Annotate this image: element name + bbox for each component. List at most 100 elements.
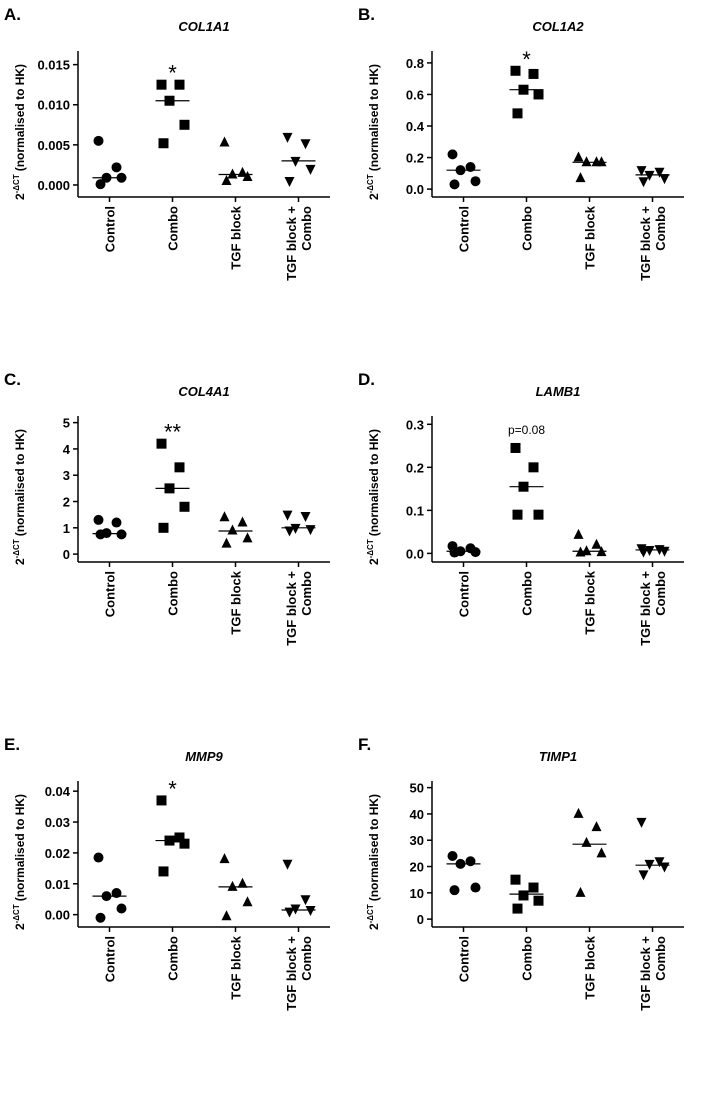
x-tick-label: Control [103, 571, 118, 617]
data-point [654, 857, 665, 868]
data-point [659, 862, 670, 873]
y-tick-label: 0.00 [45, 908, 70, 923]
data-point [111, 517, 122, 528]
data-point [596, 156, 607, 167]
data-point [290, 156, 301, 167]
data-point [227, 880, 238, 891]
y-tick-label: 0.02 [45, 846, 70, 861]
panel: A. COL1A1 2-ΔCT (normalised to HK) 0.000 0.00… [4, 5, 330, 281]
data-point [575, 172, 586, 183]
y-axis-label: 2-ΔCT (normalised to HK) [12, 429, 27, 565]
data-point [93, 135, 104, 146]
x-tick-label: Combo [299, 571, 314, 616]
chart-title: LAMB1 [536, 384, 581, 399]
y-label-text: (normalised to HK) [367, 794, 381, 901]
data-point [300, 895, 311, 906]
annotation: ** [164, 420, 182, 445]
data-point [156, 438, 167, 449]
data-point [221, 910, 232, 921]
chart-title: COL1A1 [178, 19, 229, 34]
data-point [512, 509, 523, 520]
data-point [221, 174, 232, 185]
x-tick-label: TGF block [583, 205, 598, 269]
data-point [636, 166, 647, 177]
annotation: * [168, 61, 177, 86]
data-point [282, 859, 293, 870]
data-point [638, 870, 649, 881]
data-point [533, 509, 544, 520]
panel: B. COL1A2 2-ΔCT (normalised to HK) 0.0 0.2 0.4… [358, 5, 684, 281]
x-tick-label: TGF block + [284, 936, 299, 1011]
data-point [510, 65, 521, 76]
data-point [305, 525, 316, 536]
data-point [533, 89, 544, 100]
data-point [659, 546, 670, 557]
data-point [158, 522, 169, 533]
data-point [95, 179, 106, 190]
data-point [305, 164, 316, 175]
y-tick-label: 0.04 [45, 784, 71, 799]
data-point [573, 528, 584, 539]
data-point [93, 514, 104, 525]
data-point [156, 795, 167, 806]
data-point [95, 912, 106, 923]
data-point [116, 529, 127, 540]
data-point [242, 896, 253, 907]
data-point [227, 168, 238, 179]
y-tick-label: 20 [410, 860, 424, 875]
x-tick-label: TGF block + [638, 206, 653, 281]
y-tick-label: 0.015 [37, 58, 70, 73]
y-tick-label: 0.005 [37, 138, 70, 153]
panel: E. MMP9 2-ΔCT (normalised to HK) 0.00 0.01 0.0… [4, 735, 330, 1011]
data-point [644, 170, 655, 181]
y-tick-label: 3 [63, 468, 70, 483]
data-point [638, 547, 649, 558]
panel: D. LAMB1 2-ΔCT (normalised to HK) 0.0 0.1 0.2 0… [358, 370, 684, 646]
x-tick-label: TGF block + [284, 571, 299, 646]
data-point [447, 149, 458, 160]
data-point [591, 821, 602, 832]
chart-title: TIMP1 [539, 749, 577, 764]
data-point [528, 462, 539, 473]
y-label-text: (normalised to HK) [367, 64, 381, 171]
y-tick-label: 0.2 [406, 151, 424, 166]
data-point [179, 119, 190, 130]
data-point [179, 838, 190, 849]
y-tick-label: 0 [63, 547, 70, 562]
data-point [221, 537, 232, 548]
y-label-sup: -ΔCT [366, 174, 375, 193]
x-tick-label: TGF block [583, 570, 598, 634]
data-point [659, 174, 670, 185]
data-point [596, 847, 607, 858]
annotation: p=0.08 [508, 423, 545, 437]
data-point [654, 167, 665, 178]
chart-title: MMP9 [185, 749, 223, 764]
data-point [470, 176, 481, 187]
y-label-base: 2 [367, 558, 381, 565]
data-point [512, 903, 523, 914]
panel-label: D. [358, 370, 375, 389]
data-point [465, 856, 476, 867]
y-axis-label: 2-ΔCT (normalised to HK) [12, 794, 27, 930]
y-tick-label: 0.8 [406, 56, 424, 71]
y-axis-label: 2-ΔCT (normalised to HK) [366, 794, 381, 930]
data-point [282, 510, 293, 521]
data-point [528, 882, 539, 893]
panel-label: A. [4, 5, 21, 24]
data-point [533, 895, 544, 906]
y-tick-label: 10 [410, 886, 424, 901]
data-point [284, 176, 295, 187]
x-tick-label: TGF block + [284, 206, 299, 281]
x-tick-label: TGF block [229, 570, 244, 634]
x-tick-label: Control [457, 936, 472, 982]
data-point [449, 885, 460, 896]
data-point [95, 529, 106, 540]
data-point [581, 836, 592, 847]
data-point [111, 162, 122, 173]
y-tick-label: 0.4 [406, 119, 425, 134]
y-label-base: 2 [367, 193, 381, 200]
data-point [116, 903, 127, 914]
x-tick-label: Combo [653, 936, 668, 981]
data-point [465, 162, 476, 173]
